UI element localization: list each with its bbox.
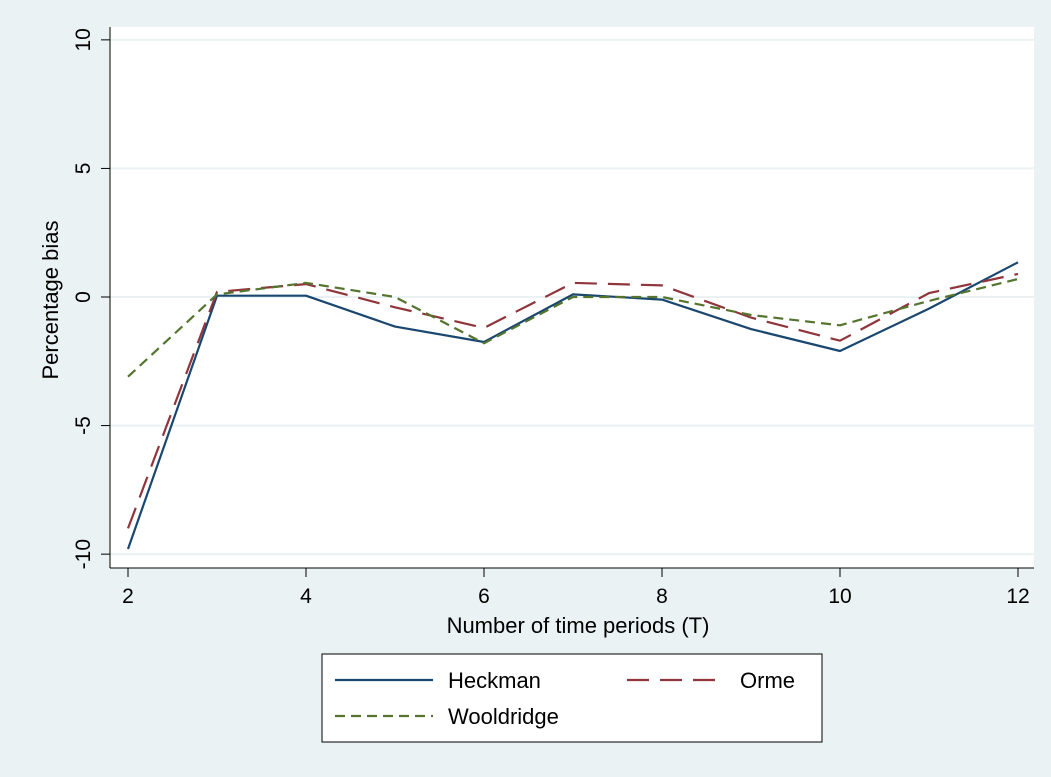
series-lines — [126, 261, 1019, 550]
y-tick-label: 10 — [72, 28, 95, 51]
legend-label-heckman: Heckman — [448, 668, 541, 693]
y-tick-label: 5 — [72, 163, 95, 175]
x-tick-label: 6 — [478, 585, 490, 608]
axes: -10 -5 0 5 10 2 4 6 8 10 12 — [72, 27, 1034, 608]
x-tick-label: 2 — [122, 585, 134, 608]
legend: Heckman Orme Wooldridge — [321, 653, 823, 743]
x-tick-label: 8 — [656, 585, 668, 608]
legend-label-wooldridge: Wooldridge — [448, 704, 559, 729]
legend-box — [321, 653, 823, 743]
y-axis-title: Percentage bias — [38, 221, 63, 380]
x-tick-label: 12 — [1006, 585, 1029, 608]
x-tick-label: 4 — [300, 585, 312, 608]
series-line-heckman — [126, 261, 1019, 550]
x-tick-label: 10 — [828, 585, 851, 608]
y-tick-label: 0 — [72, 291, 95, 303]
x-axis-title: Number of time periods (T) — [447, 613, 710, 638]
series-line-wooldridge — [127, 277, 1019, 378]
y-tick-label: -5 — [72, 416, 95, 435]
legend-label-orme: Orme — [740, 668, 795, 693]
legend-items: Heckman Orme Wooldridge — [335, 668, 795, 729]
y-tick-label: -10 — [72, 539, 95, 569]
